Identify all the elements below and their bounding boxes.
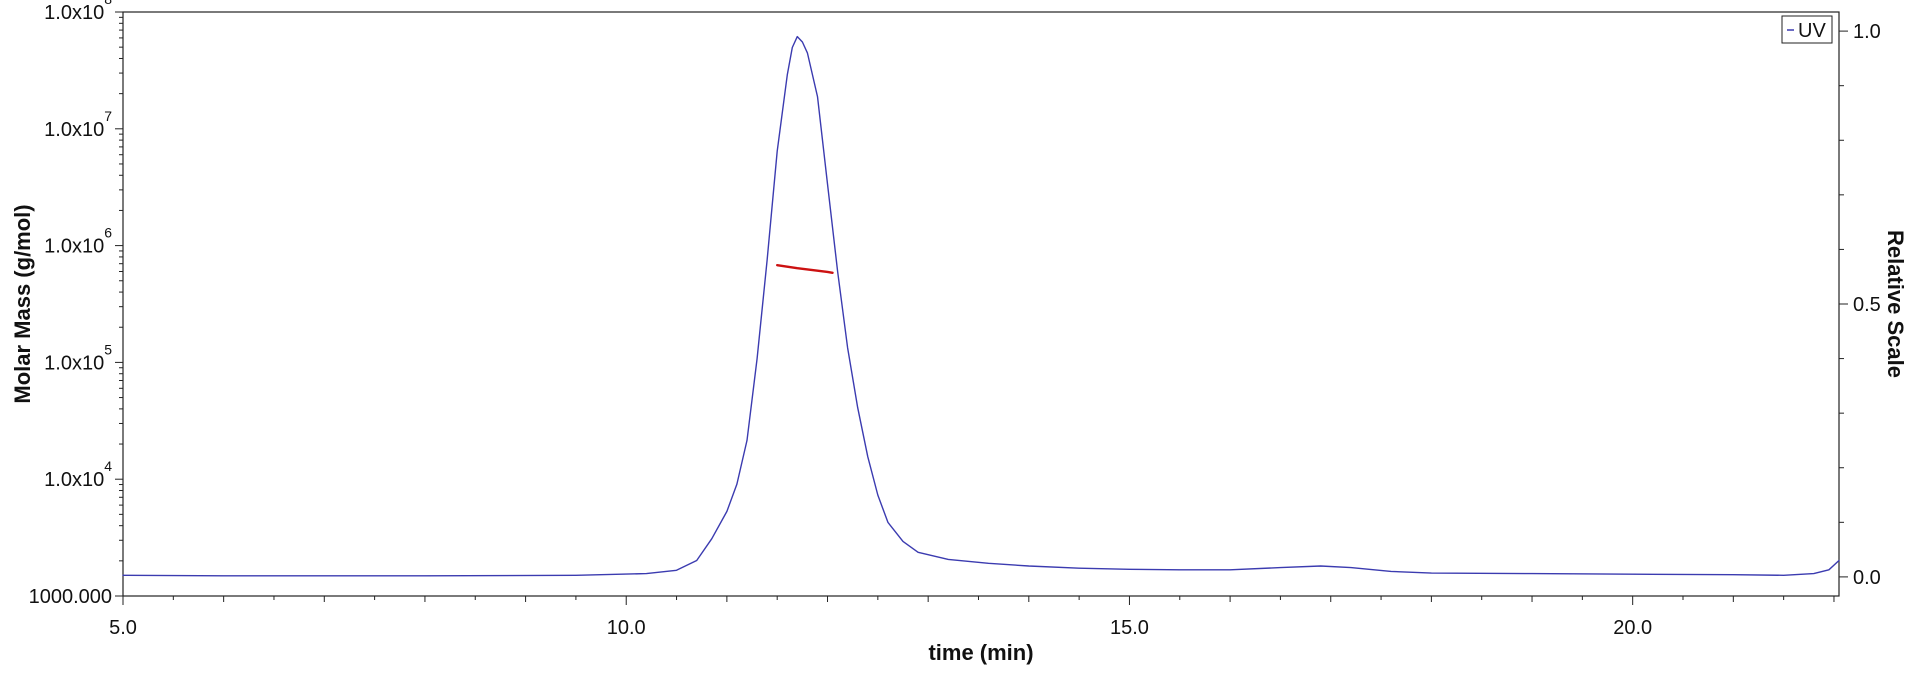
y-left-tick-label: 1000.000 <box>29 586 112 608</box>
y-axis-right: 0.0 0.5 1.0 <box>1839 21 1881 589</box>
molar-mass-series-line <box>776 264 834 274</box>
x-tick-label: 15.0 <box>1110 617 1149 639</box>
y-axis-right-title: Relative Scale <box>1883 230 1908 378</box>
y-axis-left-title: Molar Mass (g/mol) <box>10 204 35 403</box>
legend: UV <box>1781 15 1833 44</box>
x-tick-label: 20.0 <box>1613 617 1652 639</box>
y-left-tick-label: 1.0x106 <box>44 225 112 258</box>
y-left-tick-label: 1.0x107 <box>44 108 112 141</box>
series-layer <box>122 35 1840 577</box>
x-tick-label: 5.0 <box>109 617 137 639</box>
y-left-tick-label: 1.0x104 <box>44 458 112 491</box>
y-right-tick-label: 0.5 <box>1853 294 1881 316</box>
y-left-tick-label: 1.0x105 <box>44 341 112 374</box>
x-axis-title: time (min) <box>928 640 1033 665</box>
y-axis-left: 1000.000 1.0x104 1.0x105 1.0x106 1.0x107 1.0x… <box>29 0 123 608</box>
y-right-tick-label: 1.0 <box>1853 21 1881 43</box>
legend-label-uv: UV <box>1798 20 1826 42</box>
uv-series-line <box>122 35 1840 577</box>
x-axis: 5.0 10.0 15.0 20.0 <box>109 596 1835 639</box>
y-right-tick-label: 0.0 <box>1853 567 1881 589</box>
x-tick-label: 10.0 <box>607 617 646 639</box>
y-left-tick-label: 1.0x108 <box>44 0 112 24</box>
